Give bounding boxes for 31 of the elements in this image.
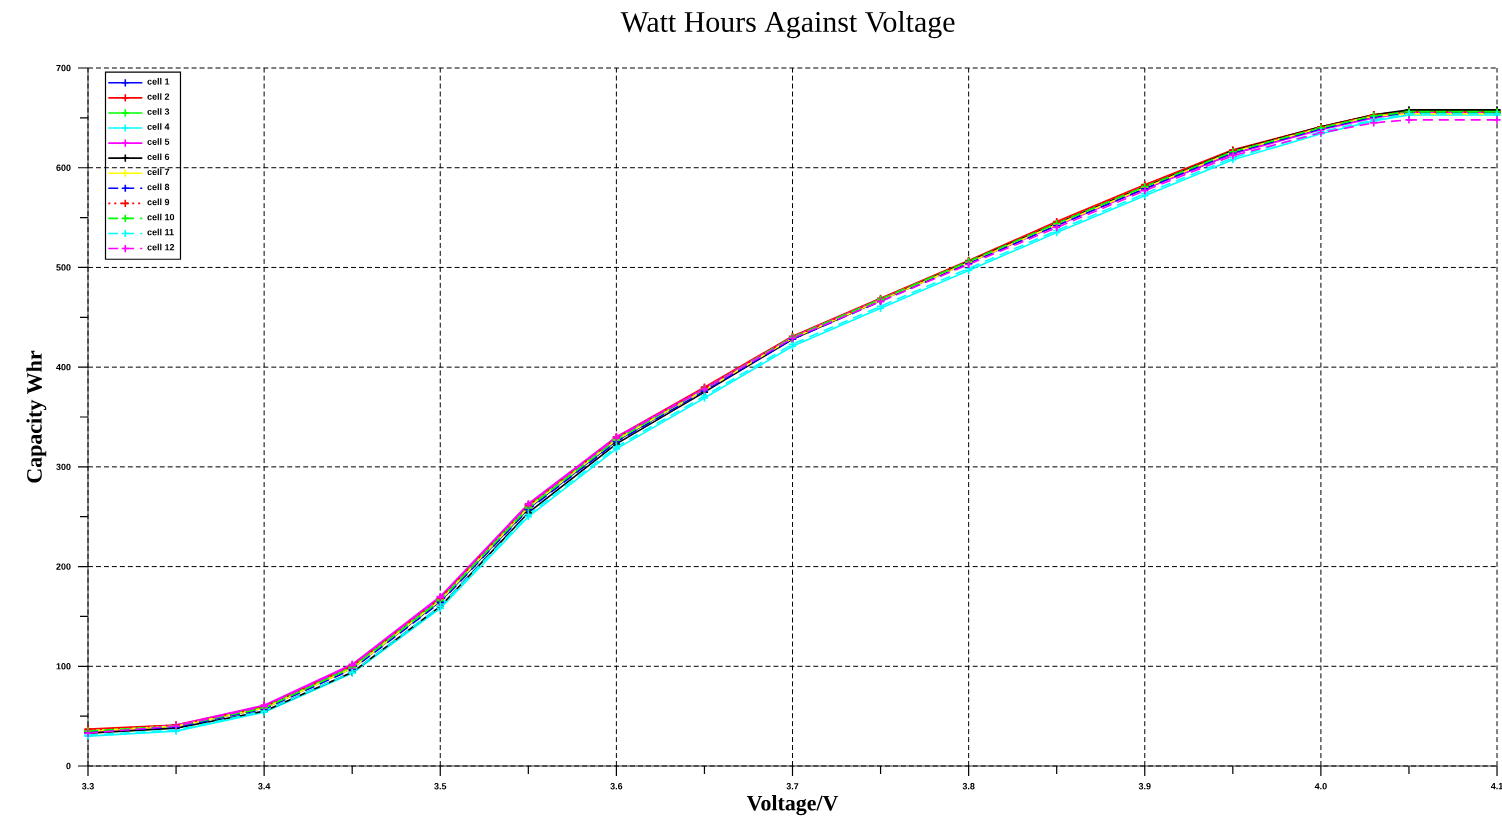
x-tick-label: 3.7 [786,783,799,790]
y-tick-label: 400 [56,363,71,371]
y-tick-label: 500 [56,264,71,271]
legend-label: cell 11 [147,228,174,236]
legend-label: cell 2 [147,93,170,100]
x-tick-label: 3.8 [962,783,975,790]
legend-label: cell 12 [147,243,175,251]
y-tick-label: 100 [56,663,71,670]
y-tick-label: 700 [56,64,71,72]
chart-title: Watt Hours Against Voltage [620,11,955,39]
legend-label: cell 1 [147,78,170,85]
legend-label: cell 7 [147,168,170,176]
y-axis-title: Capacity Whr [26,350,47,483]
x-tick-label: 3.9 [1138,783,1151,790]
legend-label: cell 5 [147,138,170,145]
y-tick-label: 300 [56,463,71,471]
legend-label: cell 9 [147,198,170,206]
legend-label: cell 10 [147,213,175,221]
legend-label: cell 8 [147,183,170,191]
x-tick-label: 3.4 [258,783,271,790]
legend-label: cell 6 [147,153,170,160]
x-axis-title: Voltage/V [746,795,839,816]
legend-label: cell 4 [147,123,170,130]
x-tick-label: 3.3 [81,783,94,790]
y-tick-label: 200 [56,563,71,570]
x-tick-label: 3.5 [434,783,447,790]
x-tick-label: 3.6 [610,783,623,790]
y-tick-label: 600 [56,164,71,171]
legend-label: cell 3 [147,108,170,115]
y-tick-label: 0 [66,762,71,770]
x-tick-label: 4.0 [1314,783,1327,790]
